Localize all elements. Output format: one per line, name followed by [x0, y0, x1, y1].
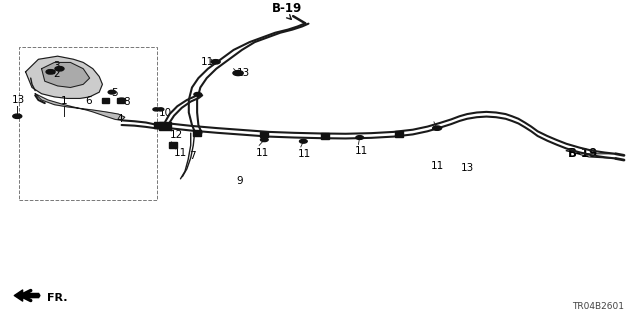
Text: 11: 11 [201, 57, 214, 67]
Bar [395, 131, 403, 137]
Bar [260, 131, 268, 137]
Text: FR.: FR. [47, 293, 67, 303]
Circle shape [55, 66, 64, 71]
Bar [102, 98, 109, 103]
Circle shape [13, 114, 22, 118]
Text: 13: 13 [12, 95, 25, 105]
Text: 9: 9 [237, 176, 243, 186]
Polygon shape [26, 56, 102, 99]
Circle shape [260, 138, 268, 142]
Text: B-19: B-19 [568, 147, 598, 160]
Text: 6: 6 [85, 96, 92, 106]
Circle shape [108, 90, 116, 94]
Bar [19, 47, 157, 200]
Bar [193, 130, 201, 136]
Bar [321, 133, 330, 139]
Text: TR04B2601: TR04B2601 [572, 302, 624, 311]
Circle shape [233, 70, 243, 76]
Circle shape [194, 93, 202, 96]
Circle shape [300, 139, 307, 143]
Circle shape [153, 108, 159, 111]
Bar [47, 70, 54, 73]
Text: 8: 8 [124, 97, 130, 107]
Text: 7: 7 [189, 151, 195, 161]
Circle shape [157, 108, 164, 111]
FancyArrowPatch shape [14, 290, 39, 301]
Text: 13: 13 [237, 68, 250, 78]
Text: 3: 3 [53, 61, 60, 71]
Text: 13: 13 [461, 163, 474, 173]
Text: 11: 11 [355, 146, 369, 156]
Circle shape [433, 126, 442, 130]
Text: 5: 5 [111, 88, 117, 98]
Polygon shape [42, 63, 90, 87]
Bar [57, 67, 62, 70]
Text: 11: 11 [174, 148, 188, 158]
Text: 4: 4 [116, 114, 123, 124]
Circle shape [118, 98, 125, 102]
Circle shape [356, 136, 364, 139]
Text: 2: 2 [53, 69, 60, 79]
Text: B-19: B-19 [271, 2, 302, 15]
Polygon shape [35, 94, 125, 120]
Bar [169, 142, 177, 148]
Circle shape [211, 60, 220, 64]
Text: 11: 11 [298, 149, 311, 159]
Text: 10: 10 [159, 108, 172, 118]
Text: 11: 11 [256, 148, 269, 158]
Bar [159, 122, 171, 130]
Text: 1: 1 [61, 96, 67, 106]
Bar [154, 122, 164, 128]
Circle shape [46, 70, 55, 74]
Bar [117, 98, 124, 103]
Text: 12: 12 [170, 130, 183, 140]
Text: 11: 11 [431, 161, 444, 171]
